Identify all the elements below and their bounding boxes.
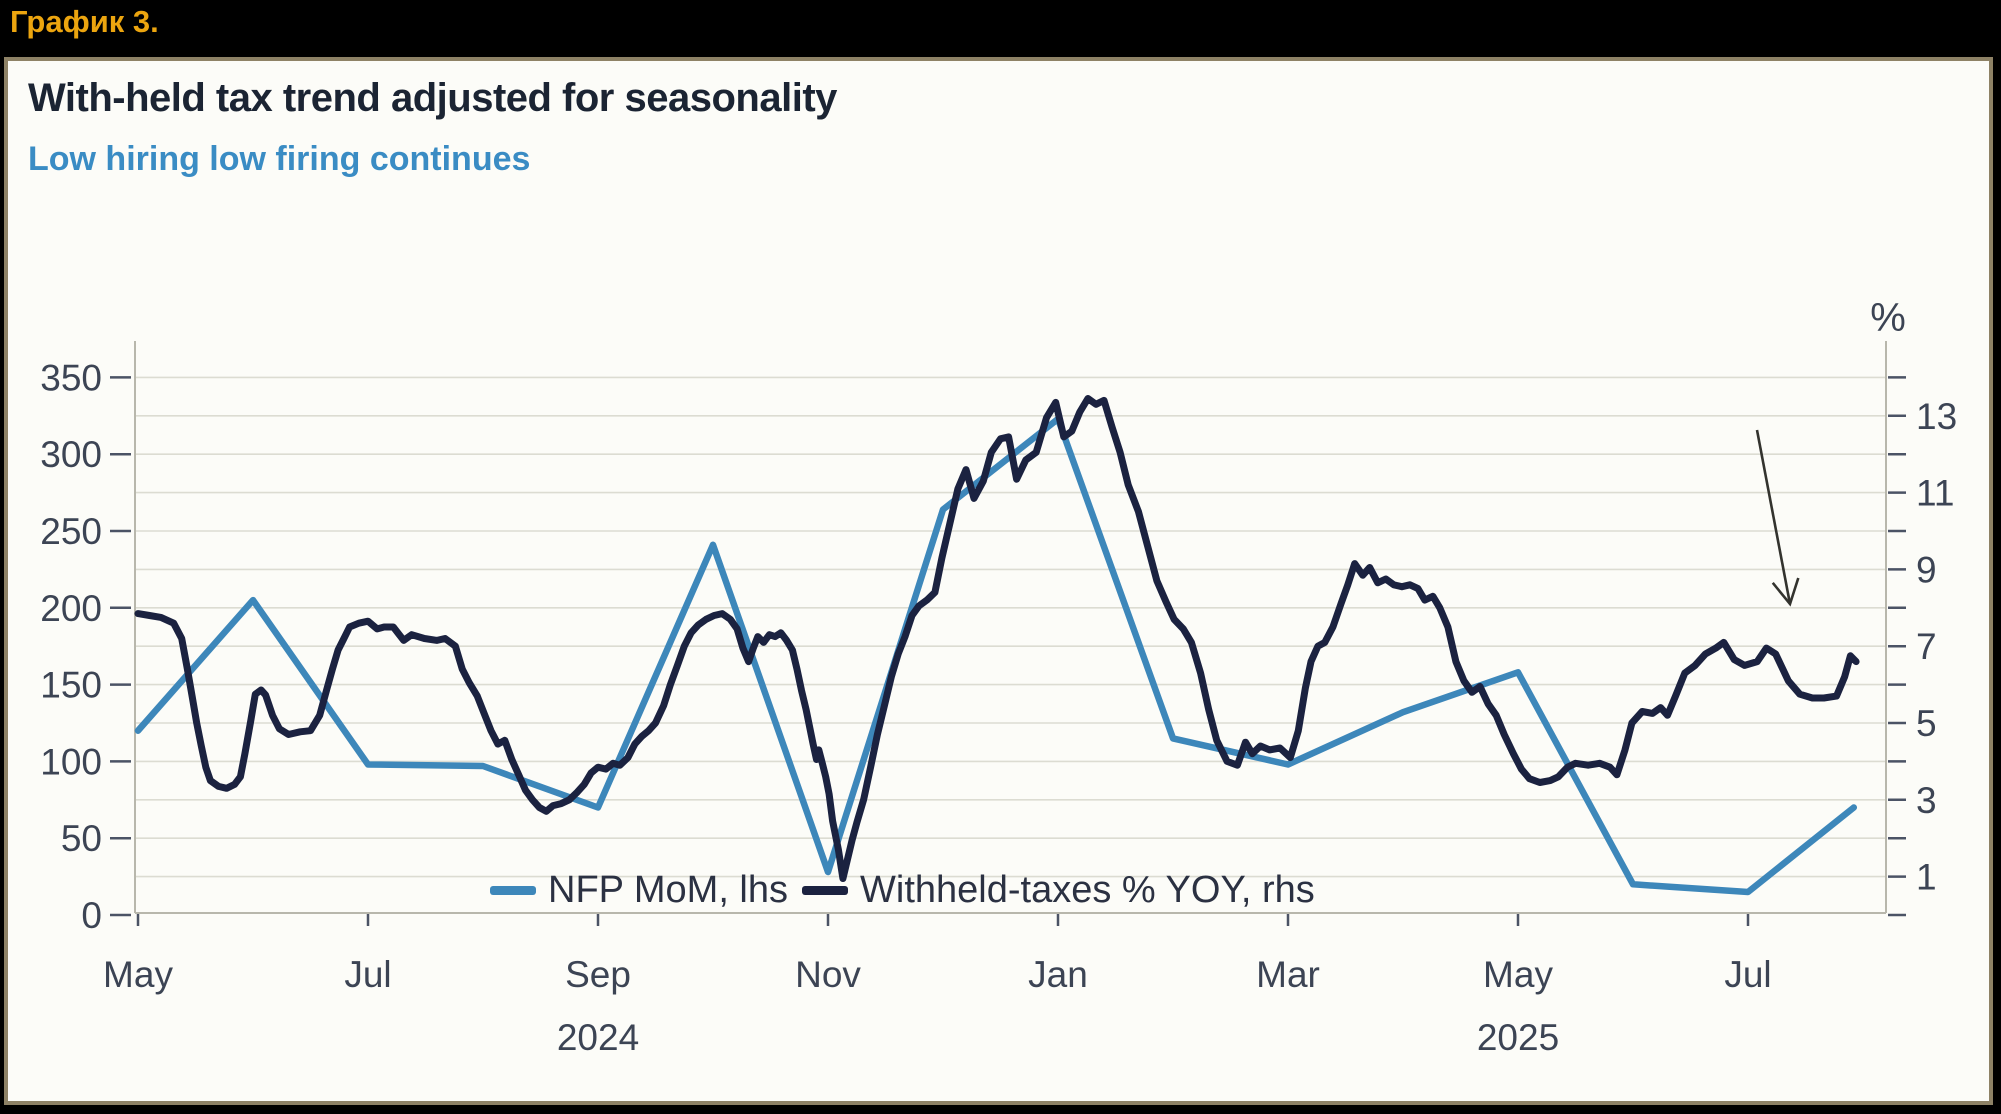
right-axis-tick-label: 13 xyxy=(1916,396,1957,437)
left-axis-tick-label: 200 xyxy=(40,588,102,629)
legend-label-nfp: NFP MoM, lhs xyxy=(548,869,789,911)
series-lines xyxy=(134,395,1860,896)
legend-item-nfp: NFP MoM, lhs xyxy=(490,869,788,912)
withheld-taxes-line-swatch xyxy=(802,886,849,895)
left-axis-tick-label: 100 xyxy=(40,741,102,782)
nfp-line xyxy=(134,415,1858,896)
left-axis-tick-label: 250 xyxy=(40,511,102,552)
right-axis-tick-label: 11 xyxy=(1916,473,1954,514)
x-axis-month-label: Jul xyxy=(1724,954,1771,995)
grafik-label: График 3. xyxy=(10,4,159,39)
x-axis-month-label: Sep xyxy=(565,954,631,995)
right-axis-unit-label: % xyxy=(1870,296,1906,340)
right-axis-tick-label: 5 xyxy=(1916,703,1937,744)
right-axis-tick-label: 3 xyxy=(1916,780,1937,821)
x-axis-month-label: Nov xyxy=(795,954,861,995)
left-axis-tick-label: 150 xyxy=(40,665,102,706)
legend: NFP MoM, lhs Withheld-taxes % YOY, rhs xyxy=(490,869,1315,912)
right-axis-tick-label: 7 xyxy=(1916,626,1937,667)
x-axis-year-label: 2025 xyxy=(1477,1017,1559,1058)
nfp-line-swatch xyxy=(490,886,536,895)
x-axis-year-label: 2024 xyxy=(557,1017,639,1058)
x-axis-month-label: Jul xyxy=(344,954,391,995)
axes xyxy=(110,341,1906,926)
right-axis-tick-label: 1 xyxy=(1916,857,1937,898)
left-axis-tick-label: 0 xyxy=(81,895,102,936)
chart-title: With-held tax trend adjusted for seasona… xyxy=(28,76,837,120)
annotation-arrow xyxy=(1755,429,1800,607)
left-axis-tick-label: 300 xyxy=(40,434,102,475)
x-axis-month-label: May xyxy=(103,954,173,995)
left-axis-tick-label: 50 xyxy=(61,818,102,859)
right-axis-tick-label: 9 xyxy=(1916,549,1937,590)
legend-label-withheld-taxes: Withheld-taxes % YOY, rhs xyxy=(860,869,1315,911)
left-axis-tick-label: 350 xyxy=(40,357,102,398)
chart-panel xyxy=(4,57,1993,1105)
chart-subtitle: Low hiring low firing continues xyxy=(28,140,531,178)
withheld-taxes-line xyxy=(134,395,1860,882)
x-axis-month-label: Mar xyxy=(1256,954,1320,995)
x-axis-month-label: Jan xyxy=(1028,954,1088,995)
x-axis-month-label: May xyxy=(1483,954,1553,995)
legend-item-withheld-taxes: Withheld-taxes % YOY, rhs xyxy=(802,869,1315,912)
